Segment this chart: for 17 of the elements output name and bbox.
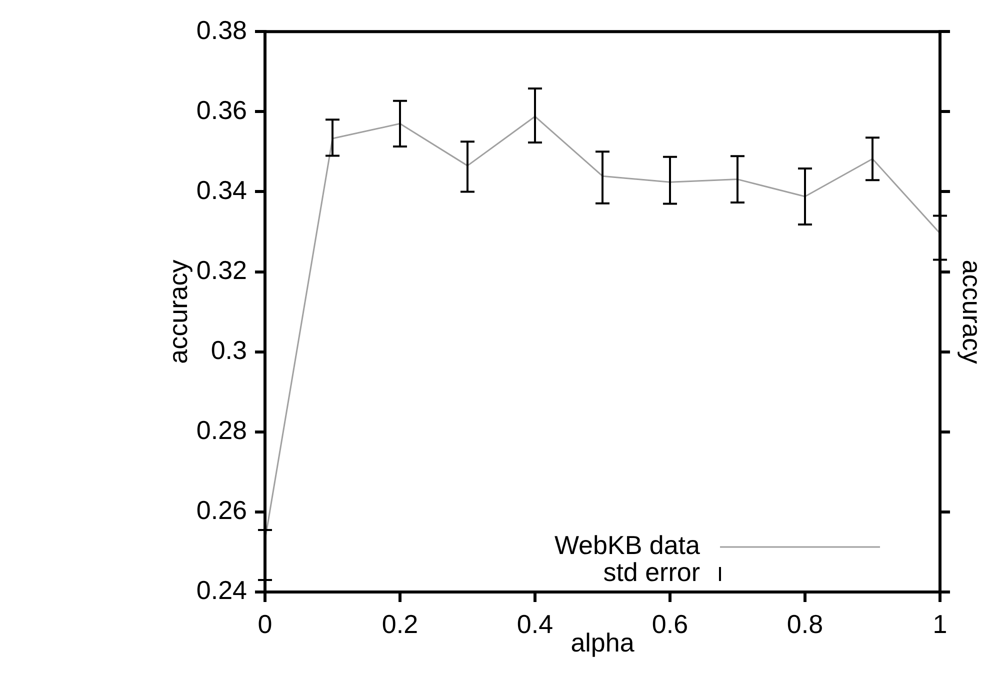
x-axis-title: alpha xyxy=(570,628,635,658)
x-tick-label: 0 xyxy=(258,608,272,639)
y-tick-label: 0.36 xyxy=(196,94,247,125)
x-tick-label: 0.8 xyxy=(786,608,824,639)
y2-axis-title: accuracy xyxy=(957,260,988,364)
y-tick-label: 0.38 xyxy=(196,14,247,45)
y-tick-label: 0.34 xyxy=(196,174,247,205)
y-tick-label: 0.24 xyxy=(196,575,247,606)
y-axis-title: accuracy xyxy=(162,260,193,364)
y-tick-label: 0.3 xyxy=(210,335,247,365)
y-tick-label: 0.32 xyxy=(196,254,247,285)
x-tick-label: 0.2 xyxy=(382,608,418,639)
y-tick-label: 0.26 xyxy=(196,495,247,526)
x-tick-label: 0.4 xyxy=(516,608,554,639)
x-tick-label: 0.6 xyxy=(652,608,688,639)
x-tick-label: 1 xyxy=(932,608,948,639)
y-tick-label: 0.28 xyxy=(196,415,247,446)
